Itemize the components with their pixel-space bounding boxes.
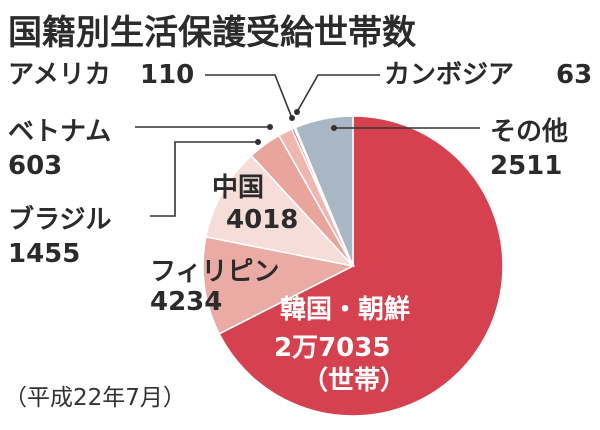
label-5: ベトナム [8,117,111,147]
slice-2 [202,235,356,335]
slice-3 [204,154,356,268]
leader-dot-4 [255,139,261,145]
label-3: 中国 [212,173,264,203]
label-8: その他 [490,117,568,147]
date-note: （平成22年7月） [4,385,186,411]
label-1: 韓国・朝鮮 [280,294,410,325]
pie-slices [202,115,504,417]
label-2: フィリピン [150,257,279,287]
value-label-7: 63 [556,60,592,90]
unit-label: （世帯） [302,366,406,396]
value-label-1: 2万7035 [274,333,390,363]
chart-title: 国籍別生活保護受給世帯数 [8,13,416,53]
slice-8 [294,115,354,267]
leader-dot-6 [289,115,295,121]
value-label-2: 4234 [150,287,222,317]
value-label-6: 110 [140,60,194,90]
label-7: カンボジア [384,60,514,90]
leader-dot-8 [331,125,337,131]
leader-line-7 [296,74,380,113]
leader-lines [135,74,480,217]
leader-dot-5 [267,124,273,130]
value-label-3: 4018 [226,205,298,235]
leader-line-6 [205,74,293,119]
value-label-8: 2511 [490,151,562,181]
value-label-5: 603 [8,151,62,181]
leader-line-4 [150,141,258,217]
leader-dot-7 [294,109,300,115]
label-4: ブラジル [8,204,111,235]
slice-1 [218,115,504,417]
value-label-4: 1455 [8,239,80,269]
label-6: アメリカ [8,60,111,90]
